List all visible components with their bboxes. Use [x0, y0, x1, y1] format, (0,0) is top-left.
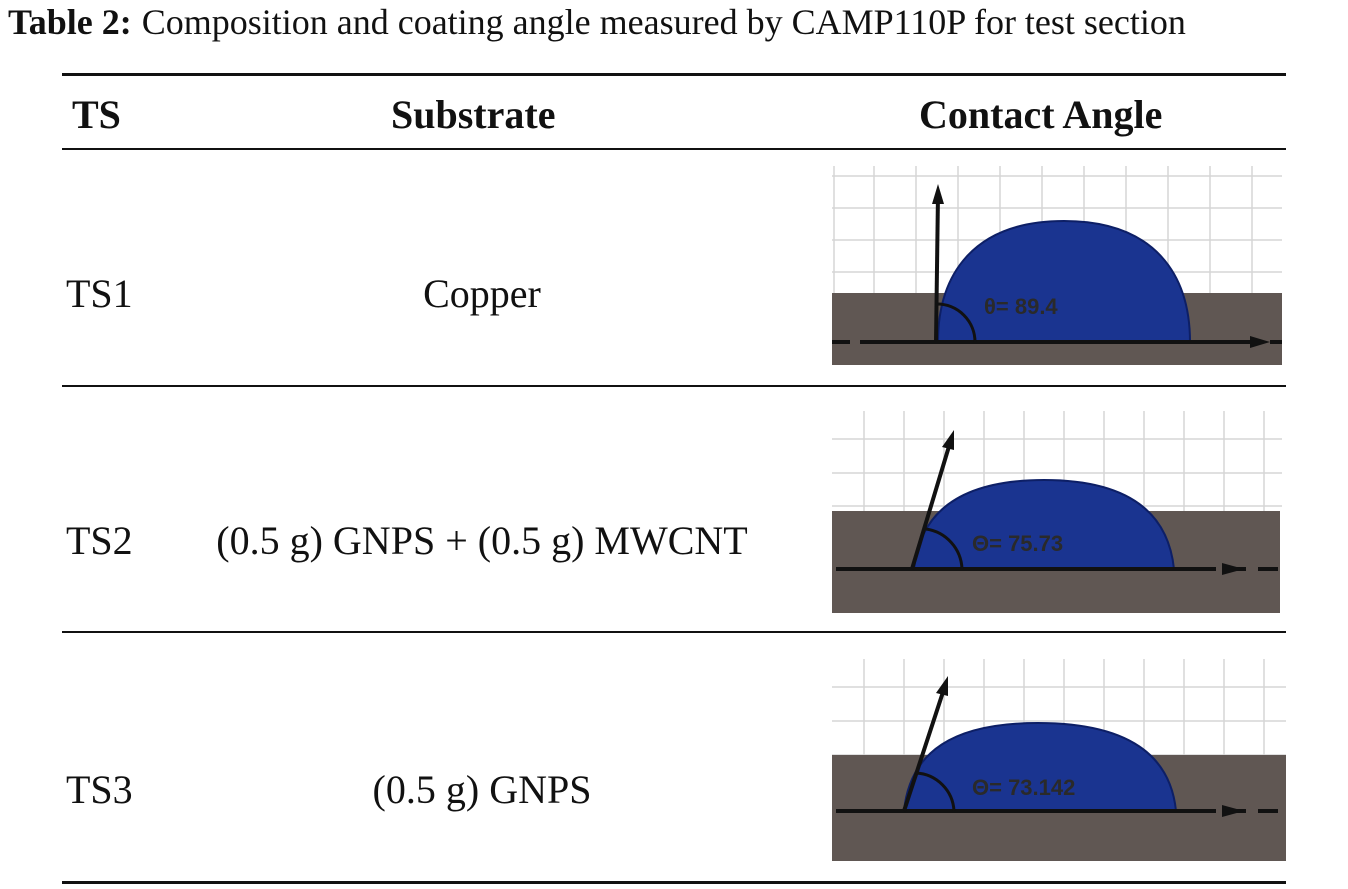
angle-label: Θ= 73.142 [972, 775, 1075, 800]
angle-arc [915, 771, 956, 812]
row3-contact-angle-image: Θ= 73.142 [832, 659, 1286, 864]
row2-rule [62, 631, 1286, 633]
table-bottom-rule [62, 881, 1286, 884]
table-caption: Table 2: Composition and coating angle me… [8, 0, 1186, 44]
angle-arc [925, 527, 964, 570]
row2-substrate: (0.5 g) GNPS + (0.5 g) MWCNT [216, 518, 748, 563]
angle-arc [936, 302, 977, 343]
tangent-arrowhead [936, 676, 948, 696]
grid-lines [832, 166, 1282, 296]
row1-ts: TS1 [66, 271, 133, 316]
baseline-arrowhead [1222, 563, 1244, 575]
tangent-line [902, 688, 946, 812]
table-top-rule [62, 73, 1286, 76]
row2-contact-angle-image: Θ= 75.73 [832, 411, 1282, 614]
row3-ts: TS3 [66, 767, 133, 812]
header-rule [62, 148, 1286, 150]
caption-text: Composition and coating angle measured b… [141, 2, 1186, 42]
baseline-arrowhead [1222, 805, 1244, 817]
header-substrate: Substrate [391, 92, 556, 137]
tangent-line [910, 442, 952, 570]
baseline-arrowhead [1250, 336, 1270, 348]
header-ts: TS [72, 92, 121, 137]
angle-label: Θ= 75.73 [972, 531, 1063, 556]
tangent-arrowhead [942, 430, 954, 450]
tangent-line [934, 193, 940, 343]
tangent-arrowhead [932, 184, 944, 204]
header-contact-angle: Contact Angle [919, 92, 1163, 137]
angle-label: θ= 89.4 [984, 294, 1058, 319]
row1-contact-angle-image: θ= 89.4 [832, 166, 1282, 368]
droplet [912, 478, 1176, 570]
row1-substrate: Copper [423, 271, 541, 316]
row1-rule [62, 385, 1286, 387]
row3-substrate: (0.5 g) GNPS [372, 767, 592, 812]
droplet [936, 219, 1192, 343]
caption-label: Table 2: [8, 2, 132, 42]
row2-ts: TS2 [66, 518, 133, 563]
